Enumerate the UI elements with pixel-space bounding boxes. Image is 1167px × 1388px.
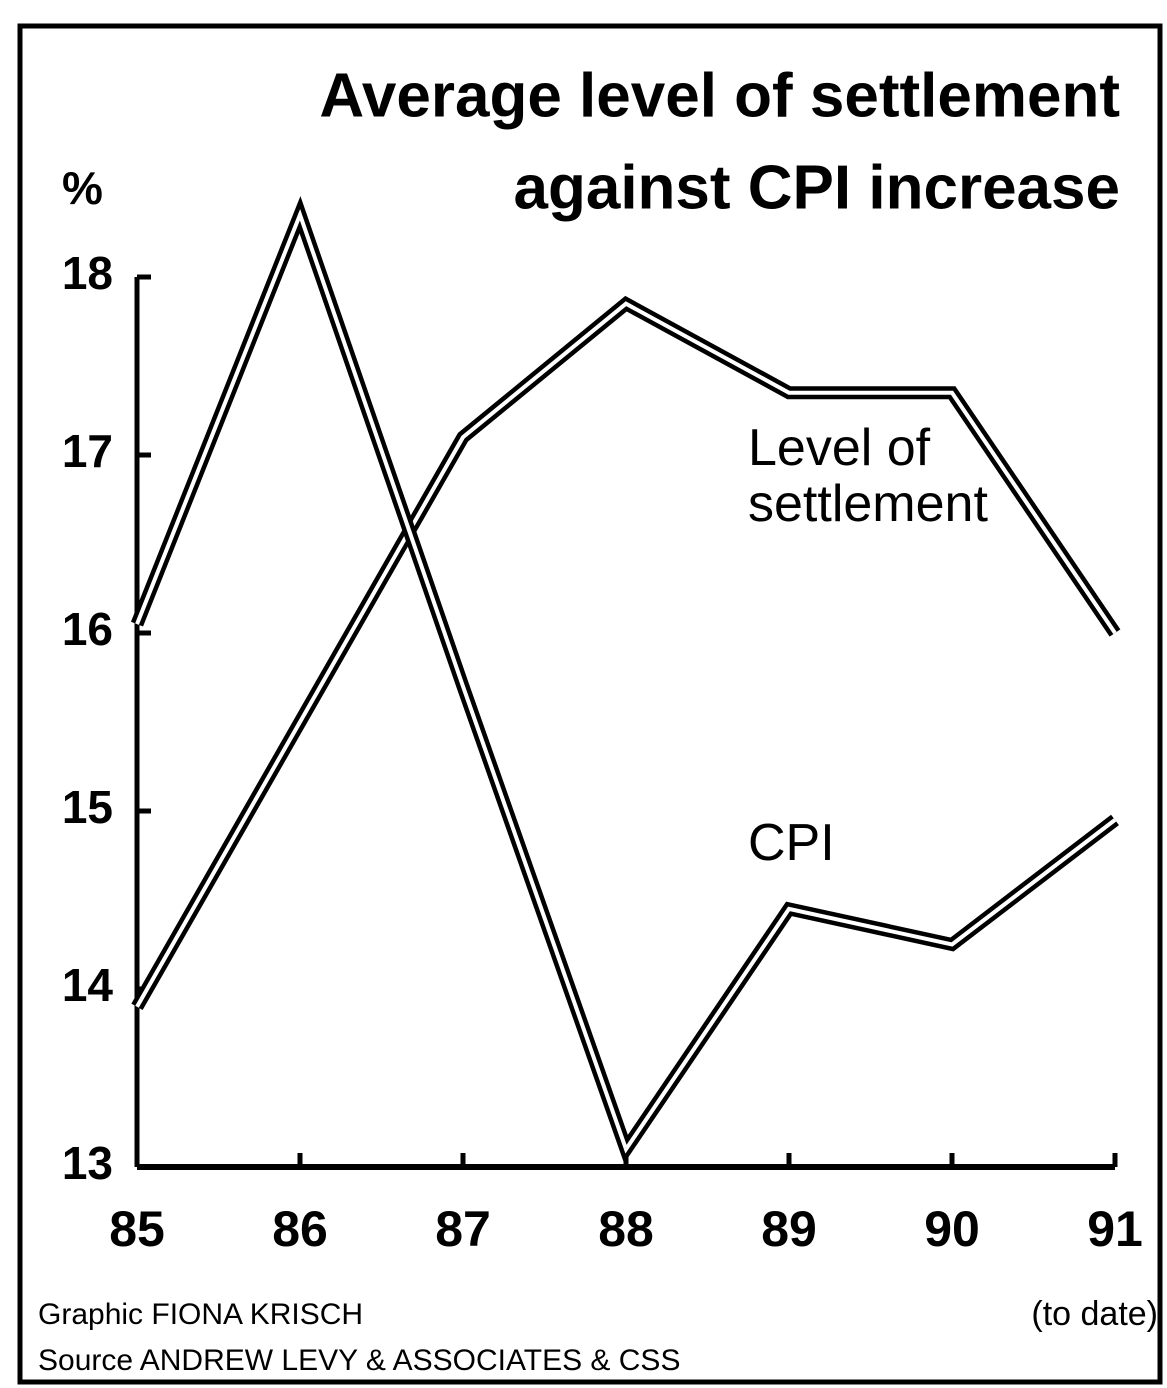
line-inner <box>135 208 1117 1154</box>
credit: Source ANDREW LEVY & ASSOCIATES & CSS <box>38 1344 680 1377</box>
y-axis-label: % <box>62 162 103 214</box>
y-tick-label: 18 <box>62 247 113 299</box>
line-inner <box>135 301 1117 1008</box>
line-outline <box>130 196 1119 1164</box>
chart-title: Average level of settlement <box>319 61 1120 130</box>
y-tick-label: 17 <box>62 425 113 477</box>
y-tick-label: 16 <box>62 603 113 655</box>
x-tick-label: 87 <box>435 1201 491 1257</box>
line-outline <box>131 295 1121 1011</box>
x-tick-label: 89 <box>761 1201 817 1257</box>
x-tick-label: 86 <box>272 1201 328 1257</box>
frame <box>17 23 1163 1385</box>
x-tick-label: 85 <box>109 1201 165 1257</box>
series-label: CPI <box>748 814 835 872</box>
x-tick-label: 91 <box>1087 1201 1143 1257</box>
y-tick-label: 13 <box>62 1137 113 1189</box>
x-tick-label: 90 <box>924 1201 980 1257</box>
series-label: Level of settlement <box>748 419 988 533</box>
y-tick-label: 15 <box>62 781 113 833</box>
x-tick-label: 88 <box>598 1201 654 1257</box>
chart-title: against CPI increase <box>514 153 1121 222</box>
y-tick-label: 14 <box>62 959 114 1011</box>
credit: Graphic FIONA KRISCH <box>38 1298 363 1331</box>
x-note: (to date) <box>1031 1295 1158 1333</box>
